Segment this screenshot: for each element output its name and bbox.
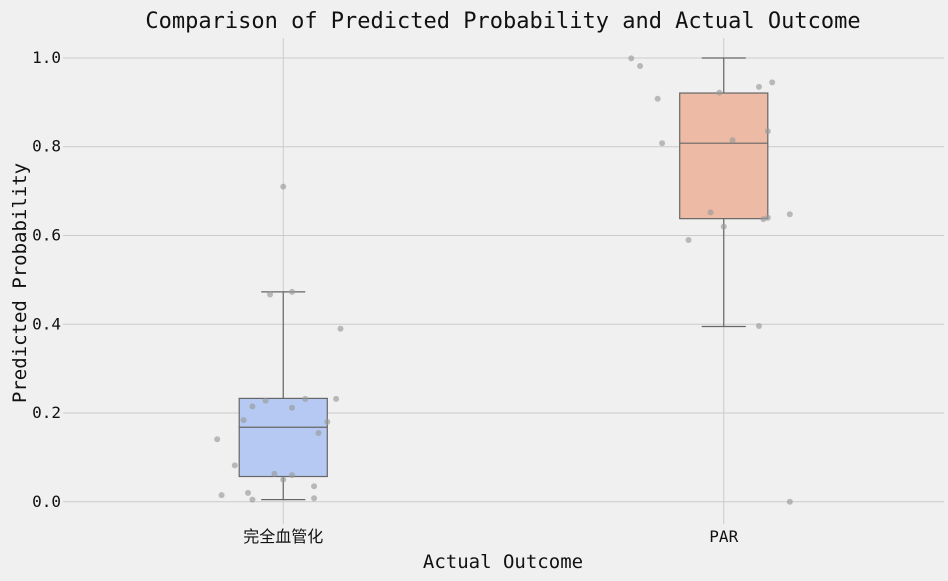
data-point (659, 140, 666, 147)
data-point (262, 397, 269, 404)
y-tick-label: 1.0 (32, 48, 61, 67)
data-point (760, 216, 767, 223)
data-point (315, 430, 322, 437)
data-point (786, 211, 793, 218)
y-ticks: 0.0 0.2 0.4 0.6 0.8 1.0 (32, 48, 61, 511)
data-point (324, 418, 331, 425)
data-point (214, 436, 221, 443)
box-group (679, 57, 769, 328)
data-point (311, 483, 318, 490)
data-point (311, 495, 318, 502)
data-point (249, 403, 256, 410)
data-point (786, 498, 793, 505)
y-tick-label: 0.4 (32, 314, 61, 333)
y-tick-label: 0.0 (32, 492, 61, 511)
data-point (716, 89, 723, 96)
grid (63, 38, 944, 524)
data-point (755, 83, 762, 90)
data-point (720, 223, 727, 230)
iqr-box (679, 92, 769, 220)
data-point (240, 417, 247, 424)
data-point (685, 236, 692, 243)
y-axis-label: Predicted Probability (9, 163, 31, 403)
data-point (271, 470, 278, 477)
data-point (280, 476, 287, 483)
data-point (755, 323, 762, 330)
data-point (289, 288, 296, 295)
data-point (218, 492, 225, 499)
chart-title: Comparison of Predicted Probability and … (145, 9, 860, 34)
x-tick-label: 完全血管化 (243, 527, 323, 546)
y-tick-label: 0.6 (32, 226, 61, 245)
data-point (764, 128, 771, 135)
box-group (238, 291, 328, 501)
data-point (249, 496, 256, 503)
data-point (289, 404, 296, 411)
data-point (729, 137, 736, 144)
data-point (289, 472, 296, 479)
x-ticks: 完全血管化 PAR (243, 527, 738, 546)
data-point (337, 325, 344, 332)
data-point (231, 462, 238, 469)
boxes (238, 57, 769, 501)
data-point (302, 395, 309, 402)
y-tick-label: 0.8 (32, 137, 61, 156)
x-axis-label: Actual Outcome (423, 551, 583, 573)
iqr-box (238, 397, 328, 478)
data-point (637, 62, 644, 69)
data-point (280, 183, 287, 190)
x-tick-label: PAR (709, 527, 738, 546)
points (214, 55, 793, 505)
data-point (707, 209, 714, 216)
data-point (769, 79, 776, 86)
y-tick-label: 0.2 (32, 403, 61, 422)
data-point (333, 395, 340, 402)
data-point (654, 95, 661, 102)
data-point (267, 291, 274, 298)
data-point (245, 489, 252, 496)
data-point (628, 55, 635, 62)
